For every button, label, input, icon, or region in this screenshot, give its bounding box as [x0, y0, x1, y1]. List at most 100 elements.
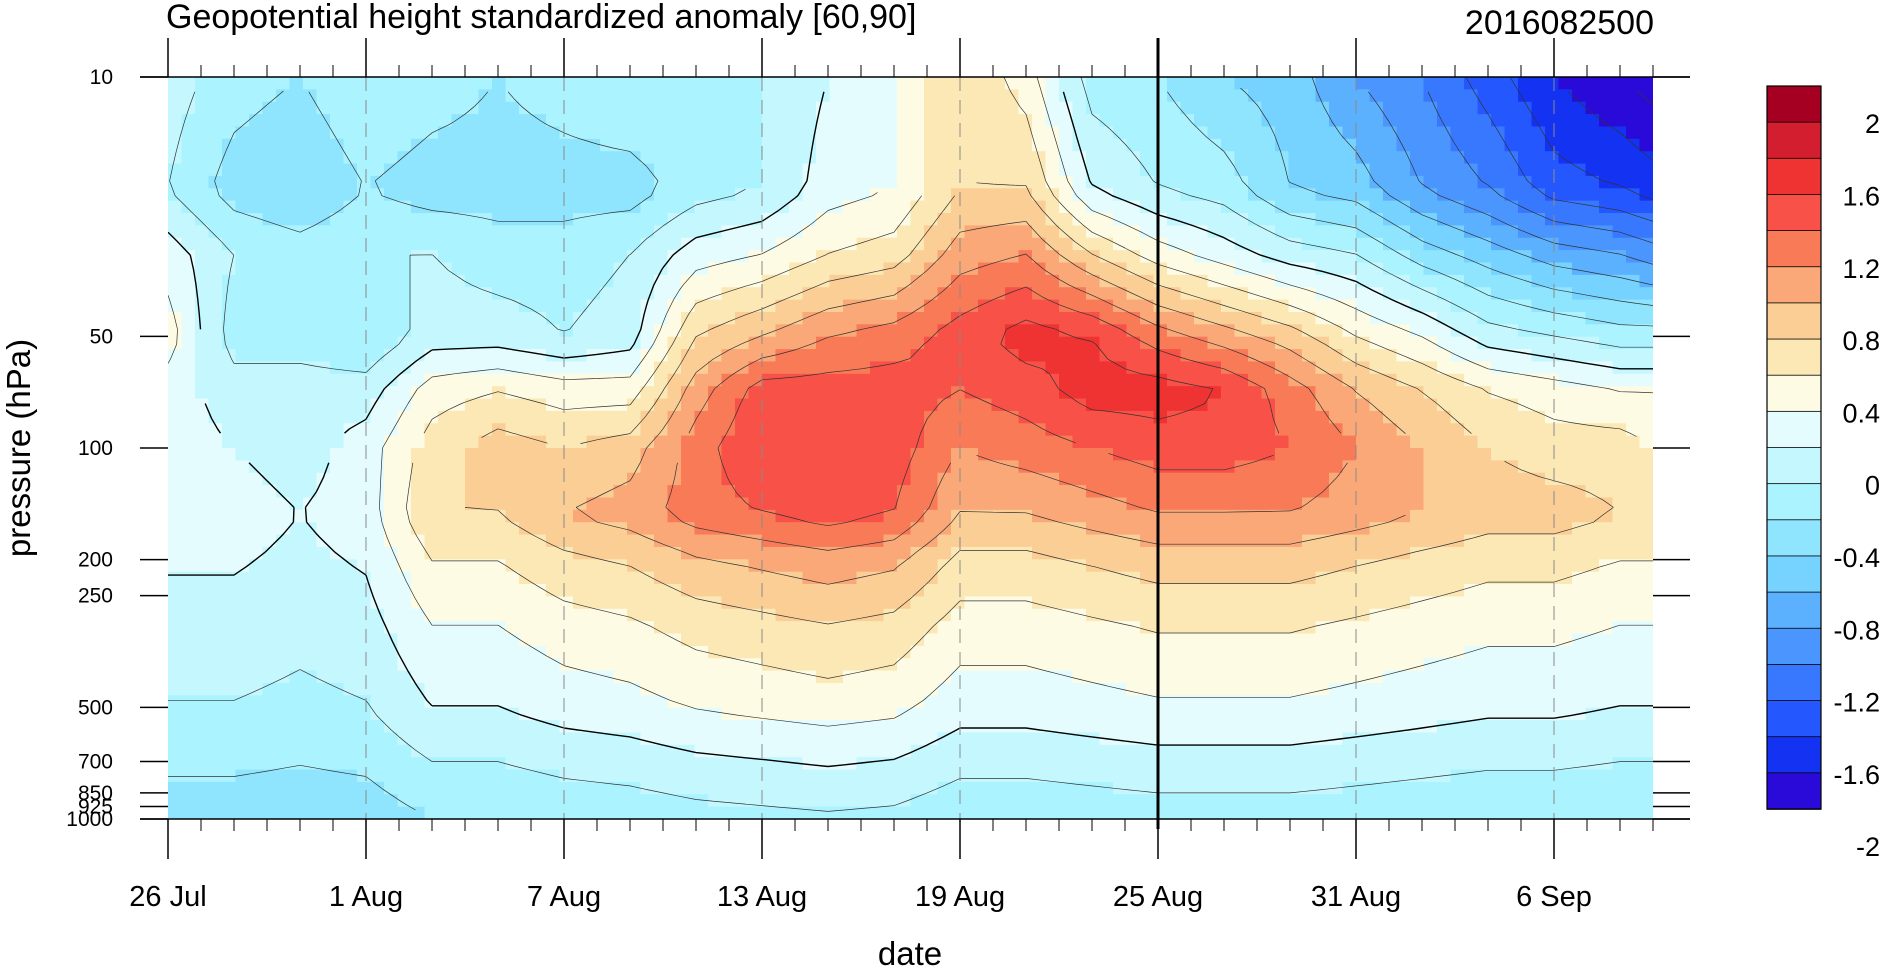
contour-cell — [1153, 311, 1168, 325]
contour-cell — [1032, 114, 1047, 128]
contour-cell — [492, 410, 507, 424]
contour-cell — [1059, 794, 1074, 808]
contour-cell — [559, 732, 574, 746]
contour-cell — [991, 460, 1006, 474]
contour-cell — [208, 423, 223, 437]
contour-cell — [1032, 299, 1047, 313]
contour-cell — [1059, 101, 1074, 115]
contour-cell — [1167, 460, 1182, 474]
contour-cell — [694, 695, 709, 709]
contour-cell — [1248, 336, 1263, 350]
contour-cell — [195, 225, 210, 239]
contour-cell — [978, 571, 993, 585]
contour-cell — [330, 460, 345, 474]
contour-cell — [1113, 336, 1128, 350]
contour-cell — [424, 460, 439, 474]
contour-cell — [775, 77, 790, 90]
contour-cell — [532, 386, 547, 400]
contour-cell — [451, 460, 466, 474]
contour-cell — [343, 645, 358, 659]
contour-cell — [978, 89, 993, 103]
contour-cell — [586, 670, 601, 684]
contour-cell — [951, 769, 966, 783]
contour-cell — [735, 311, 750, 325]
contour-cell — [748, 287, 763, 301]
contour-cell — [1099, 89, 1114, 103]
contour-cell — [1275, 472, 1290, 486]
contour-cell — [708, 794, 723, 808]
contour-cell — [654, 509, 669, 523]
contour-cell — [789, 720, 804, 734]
contour-cell — [1167, 546, 1182, 560]
contour-cell — [1059, 114, 1074, 128]
contour-cell — [613, 373, 628, 387]
contour-cell — [465, 559, 480, 573]
contour-cell — [991, 213, 1006, 226]
contour-cell — [775, 126, 790, 140]
contour-cell — [222, 114, 237, 128]
contour-cell — [465, 670, 480, 684]
contour-cell — [613, 781, 628, 795]
contour-cell — [303, 720, 318, 734]
contour-cell — [1248, 497, 1263, 511]
contour-cell — [1140, 225, 1155, 239]
contour-cell — [384, 472, 399, 486]
contour-cell — [667, 274, 682, 288]
contour-cell — [640, 497, 655, 511]
contour-cell — [1045, 682, 1060, 696]
contour-cell — [654, 250, 669, 264]
contour-cell — [748, 781, 763, 795]
contour-cell — [964, 744, 979, 758]
contour-cell — [235, 744, 250, 758]
contour-cell — [438, 571, 453, 585]
contour-cell — [748, 138, 763, 152]
contour-cell — [910, 151, 925, 165]
contour-cell — [924, 509, 939, 523]
contour-cell — [1005, 682, 1020, 696]
contour-cell — [600, 695, 615, 709]
contour-cell — [789, 213, 804, 226]
contour-cell — [991, 410, 1006, 424]
contour-cell — [397, 460, 412, 474]
contour-cell — [289, 695, 304, 709]
contour-cell — [438, 608, 453, 622]
contour-cell — [600, 336, 615, 350]
contour-cell — [829, 596, 844, 610]
contour-cell — [424, 423, 439, 437]
contour-cell — [748, 608, 763, 622]
contour-cell — [1275, 274, 1290, 288]
contour-cell — [897, 621, 912, 635]
contour-cell — [897, 608, 912, 622]
contour-cell — [249, 608, 264, 622]
contour-cell — [627, 262, 642, 276]
contour-cell — [640, 349, 655, 363]
contour-cell — [303, 386, 318, 400]
contour-cell — [870, 361, 885, 375]
contour-cell — [1288, 225, 1303, 239]
contour-cell — [262, 101, 277, 115]
contour-cell — [492, 522, 507, 536]
contour-cell — [897, 546, 912, 560]
contour-cell — [924, 213, 939, 226]
contour-cell — [1099, 237, 1114, 251]
contour-cell — [924, 695, 939, 709]
contour-cell — [249, 695, 264, 709]
contour-cell — [1194, 262, 1209, 276]
contour-cell — [762, 781, 777, 795]
contour-cell — [856, 522, 871, 536]
contour-cell — [1059, 423, 1074, 437]
contour-cell — [438, 299, 453, 313]
contour-cell — [451, 386, 466, 400]
contour-cell — [600, 188, 615, 202]
contour-cell — [762, 237, 777, 251]
contour-cell — [924, 596, 939, 610]
contour-cell — [748, 126, 763, 140]
contour-cell — [1072, 448, 1087, 461]
contour-cell — [1018, 682, 1033, 696]
contour-cell — [856, 287, 871, 301]
contour-cell — [1153, 670, 1168, 684]
contour-cell — [195, 175, 210, 189]
contour-cell — [883, 682, 898, 696]
contour-cell — [303, 213, 318, 226]
contour-cell — [357, 262, 372, 276]
